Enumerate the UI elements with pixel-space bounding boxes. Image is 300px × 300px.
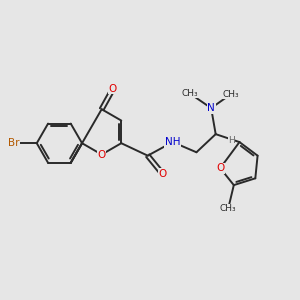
Text: O: O — [98, 149, 106, 160]
Text: Br: Br — [8, 138, 20, 148]
Text: CH₃: CH₃ — [220, 204, 236, 213]
Text: CH₃: CH₃ — [181, 89, 198, 98]
Text: O: O — [158, 169, 166, 179]
Text: NH: NH — [165, 137, 180, 147]
Text: O: O — [216, 163, 224, 173]
Text: CH₃: CH₃ — [222, 90, 239, 99]
Text: O: O — [109, 84, 117, 94]
Text: N: N — [207, 103, 215, 113]
Text: H: H — [228, 136, 235, 146]
